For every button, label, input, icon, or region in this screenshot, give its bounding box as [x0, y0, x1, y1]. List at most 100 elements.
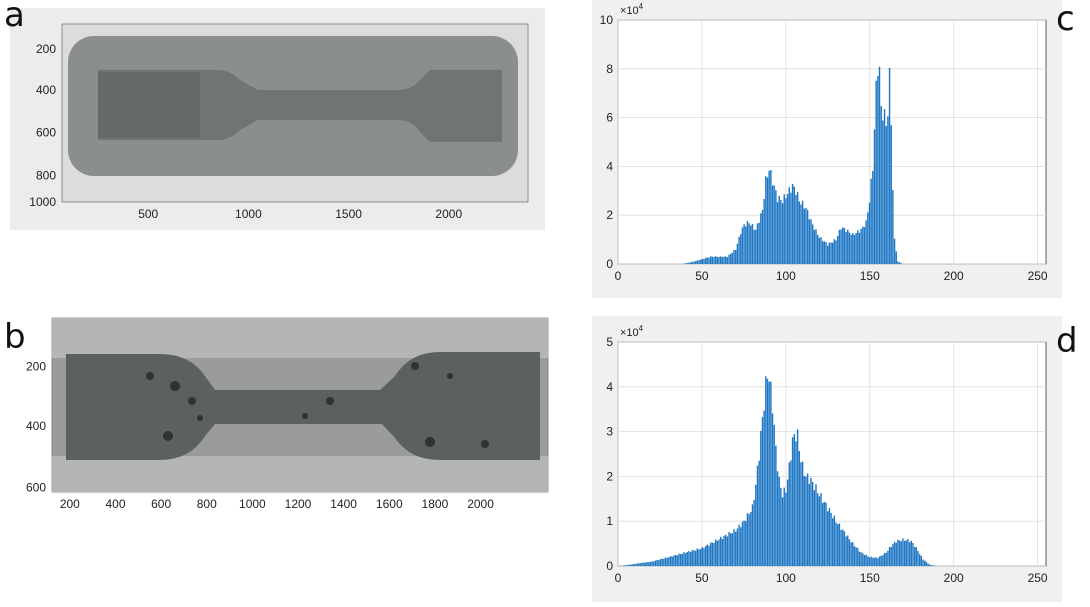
histogram-bar [737, 529, 738, 566]
histogram-bar [855, 233, 856, 264]
histogram-bar [708, 258, 709, 264]
x-tick-label: 2000 [435, 207, 462, 221]
histogram-bar [815, 229, 816, 264]
histogram-bar [687, 263, 688, 264]
x-tick-label: 200 [60, 497, 80, 511]
histogram-bar [892, 544, 893, 566]
histogram-bar [747, 513, 748, 566]
y-tick-label: 0 [606, 559, 613, 573]
histogram-bar [733, 250, 734, 264]
histogram-bar [921, 556, 922, 566]
histogram-bar [810, 219, 811, 264]
x-tick-label: 2000 [467, 497, 494, 511]
histogram-bar [707, 257, 708, 264]
histogram-bar [832, 243, 833, 264]
histogram-bar [753, 500, 754, 566]
histogram-bar [901, 263, 902, 264]
histogram-bar [872, 171, 873, 264]
histogram-bar [817, 493, 818, 566]
histogram-bar [748, 514, 749, 566]
histogram-bar [762, 417, 763, 566]
histogram-bar [712, 543, 713, 566]
histogram-bar [897, 540, 898, 566]
histogram-bar [705, 258, 706, 264]
x-tick-label: 500 [138, 207, 158, 221]
histogram-bar [891, 547, 892, 566]
histogram-bar [717, 257, 718, 264]
histogram-bar [799, 451, 800, 566]
histogram-bar [874, 558, 875, 566]
histogram-bar [732, 253, 733, 264]
histogram-bar [682, 554, 683, 566]
histogram-bar [906, 540, 907, 566]
histogram-bar [668, 557, 669, 566]
histogram-bar [773, 425, 774, 566]
histogram-bar [834, 239, 835, 264]
histogram-bar [840, 530, 841, 566]
histogram-bar [630, 565, 631, 566]
histogram-bar [862, 553, 863, 566]
histogram-bar [867, 212, 868, 264]
histogram-bar [690, 552, 691, 566]
histogram-bar [882, 120, 883, 264]
histogram-bar [740, 234, 741, 264]
histogram-bar [777, 202, 778, 264]
histogram-bar [870, 179, 871, 264]
x-tick-label: 1000 [235, 207, 262, 221]
histogram-bar [844, 228, 845, 264]
histogram-bar [727, 257, 728, 264]
histogram-bar [750, 512, 751, 566]
histogram-bar [815, 484, 816, 566]
x-tick-label: 1800 [422, 497, 449, 511]
histogram-bar [832, 518, 833, 566]
histogram-bar [660, 559, 661, 566]
histogram-bar [812, 224, 813, 264]
histogram-bar [693, 262, 694, 264]
histogram-bar [728, 532, 729, 566]
histogram-bar [655, 561, 656, 566]
histogram-bar [742, 522, 743, 566]
histogram-bar [713, 257, 714, 264]
histogram-bar [692, 550, 693, 566]
histogram-bar [799, 201, 800, 264]
histogram-bar [640, 563, 641, 566]
histogram-bar [690, 262, 691, 264]
histogram-bar [814, 490, 815, 566]
histogram-bar [772, 186, 773, 264]
histogram-bar [677, 555, 678, 566]
histogram-bar [845, 232, 846, 264]
histogram-bar [820, 237, 821, 264]
panel-letter-a: a [4, 0, 25, 32]
histogram-bar [687, 552, 688, 566]
histogram-bar [732, 533, 733, 566]
histogram-bar [804, 209, 805, 264]
histogram-bar [670, 556, 671, 566]
histogram-bar [874, 129, 875, 264]
histogram-bar [737, 244, 738, 264]
histogram-bar [789, 462, 790, 566]
histogram-bar [685, 263, 686, 264]
histogram-bar [757, 223, 758, 264]
histogram-bar [912, 543, 913, 566]
histogram-bar [666, 558, 667, 566]
histogram-bar [892, 190, 893, 264]
histogram-bar [922, 560, 923, 566]
histogram-bar [889, 68, 890, 264]
histogram-bar [762, 210, 763, 264]
histogram-bar [715, 256, 716, 264]
histogram-bar [852, 233, 853, 264]
histogram-bar [720, 537, 721, 566]
histogram-bar [633, 564, 634, 566]
histogram-bar [650, 562, 651, 566]
panel-letter-d: d [1056, 324, 1078, 358]
y-tick-label: 1 [606, 514, 613, 528]
histogram-bar [641, 563, 642, 566]
histogram-bar [717, 541, 718, 566]
histogram-bar [830, 513, 831, 566]
histogram-bar [931, 565, 932, 566]
histogram-bar [710, 256, 711, 264]
